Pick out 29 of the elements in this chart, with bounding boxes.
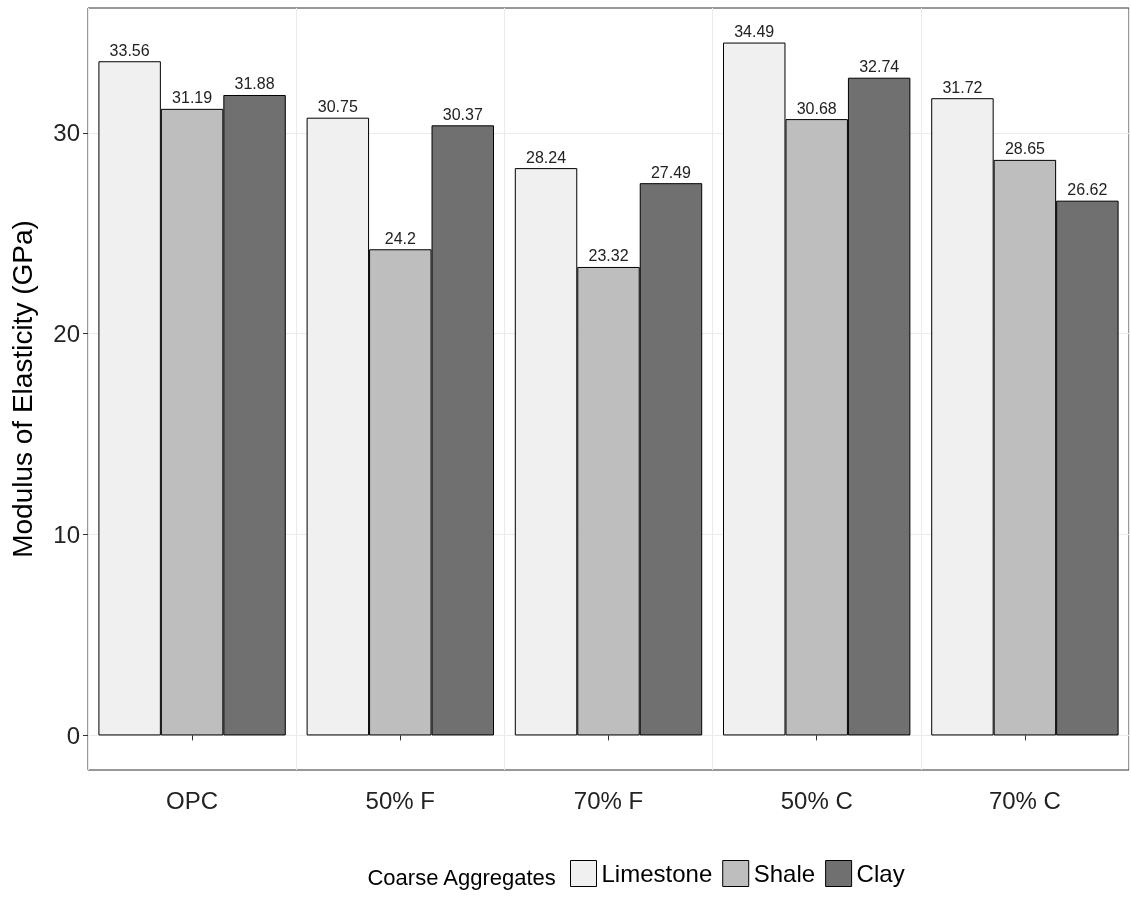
data-label: 27.49 (650, 163, 692, 181)
data-label: 24.2 (384, 229, 416, 247)
data-label: 31.19 (172, 89, 213, 107)
y-axis-title: Modulus of Elasticity (GPa) (6, 220, 38, 558)
data-label: 31.72 (942, 78, 983, 96)
x-tick-label: 50% F (365, 786, 435, 814)
y-tick-label: 10 (53, 521, 80, 549)
data-label: 31.88 (234, 75, 275, 93)
data-label: 34.49 (734, 23, 775, 41)
x-tick-label: 70% C (988, 786, 1061, 814)
x-tick-label: 70% F (573, 786, 644, 814)
data-label: 26.62 (1067, 181, 1108, 199)
x-tick-label: 50% C (780, 786, 853, 814)
y-tick-label: 20 (53, 320, 80, 348)
y-tick-label: 0 (66, 721, 80, 749)
legend-title: Coarse Aggregates (367, 864, 556, 890)
x-tick-label: OPC (166, 786, 219, 814)
legend-label: Clay (856, 860, 905, 887)
data-label: 28.65 (1004, 140, 1046, 158)
data-label: 30.37 (442, 105, 483, 123)
data-label: 33.56 (109, 41, 150, 59)
y-tick-label: 30 (53, 119, 80, 147)
data-label: 32.74 (859, 58, 900, 76)
data-label: 28.24 (526, 148, 567, 166)
legend-label: Shale (753, 860, 816, 887)
data-label: 30.68 (796, 99, 837, 117)
data-label: 23.32 (588, 247, 629, 265)
data-label: 30.75 (317, 98, 358, 116)
legend-label: Limestone (601, 860, 713, 887)
